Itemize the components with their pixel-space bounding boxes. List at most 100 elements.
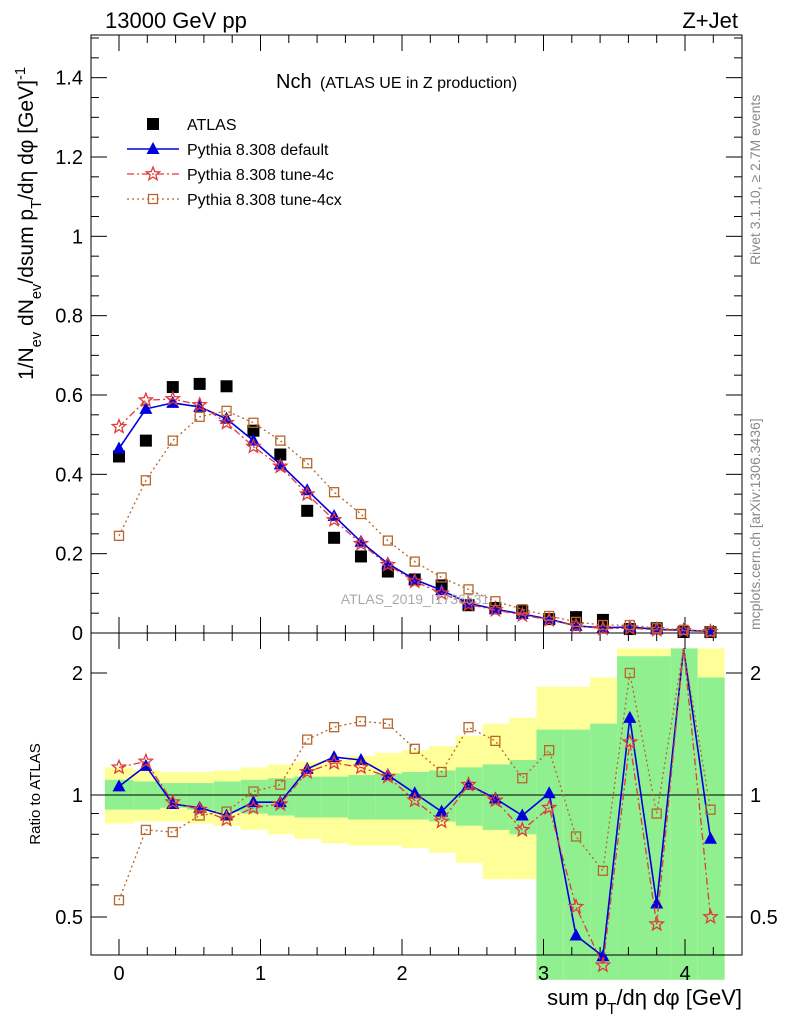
legend-marker-tune4cx [147,193,159,205]
point-atlas [193,377,206,390]
ratio-point-tune4cx [140,824,152,836]
point-tune4cx [517,604,528,615]
ratio-tick-label: 1 [72,785,83,807]
ratio-point-tune4c [460,775,477,792]
y-tick-label: 0.8 [55,306,83,328]
ratio-point-default [650,896,664,909]
ratio-line-tune4cx [118,648,712,901]
ratio-tick-label: 1 [750,785,761,807]
point-tune4cx [140,475,152,486]
ratio-point-tune4cx [167,826,178,838]
point-tune4c [352,535,370,551]
ratio-point-tune4cx [382,718,394,729]
band-green [670,648,698,980]
ratio-series-layer [110,648,719,973]
point-tune4c [298,485,316,502]
ratio-point-default [569,928,583,941]
legend-marker-atlas [147,118,159,130]
y-tick-label: 1.4 [55,68,83,90]
legend-marker-tune4c [144,165,162,182]
data-series-layer [110,377,719,639]
legend-label-default: Pythia 8.308 default [187,142,329,159]
ratio-point-tune4cx [275,779,286,790]
point-atlas [220,380,233,393]
ratio-point-tune4cx [490,735,501,747]
ratio-point-tune4c [513,821,531,838]
point-atlas [166,381,179,394]
ratio-point-tune4cx [355,716,367,727]
point-tune4cx [382,535,394,546]
point-tune4c [218,414,235,430]
point-tune4cx [275,435,286,446]
point-atlas [328,531,341,544]
point-atlas [139,434,152,447]
point-tune4cx [651,623,662,634]
point-tune4cx [678,624,689,635]
ratio-point-tune4c [245,799,262,815]
plot-title-sub: (ATLAS UE in Z production) [320,75,517,92]
ratio-point-tune4cx [624,667,635,679]
x-tick-label: 1 [255,963,266,985]
point-tune4c [433,584,450,601]
point-atlas [247,424,260,437]
y-tick-label: 0.6 [55,385,83,407]
series-line-tune4c [118,398,711,633]
ratio-point-tune4cx [221,806,232,817]
ratio-point-tune4c [702,908,719,925]
ratio-point-tune4c [137,752,155,769]
point-tune4cx [463,584,474,595]
point-tune4c [110,417,128,434]
band-green [563,729,591,980]
x-tick-label: 3 [538,963,549,985]
ratio-tick-label: 0.5 [55,907,83,929]
ratio-point-tune4cx [597,865,609,876]
ratio-point-tune4cx [113,895,125,906]
series-line-tune4cx [118,410,711,633]
band-green [536,729,564,980]
point-tune4cx [544,610,555,622]
ratio-point-tune4cx [705,804,716,815]
ratio-point-tune4c [540,799,558,815]
point-atlas [274,448,287,461]
ratio-point-tune4c [406,791,424,808]
energy-label: 13000 GeV pp [105,8,247,33]
ratio-point-tune4c [433,812,450,829]
watermark: ATLAS_2019_I1736531 [341,591,490,607]
legend-label-tune4cx: Pythia 8.308 tune-4cx [187,192,342,209]
ratio-point-default [515,808,529,821]
ratio-frame [90,632,743,956]
legend-marker-default [146,142,160,154]
point-tune4cx [490,596,501,607]
point-tune4cx [113,530,125,541]
legend: ATLAS Pythia 8.308 default Pythia 8.308 tu… [127,117,342,209]
ratio-point-tune4cx [463,722,474,733]
ratio-point-tune4cx [651,808,662,819]
point-tune4c [191,396,209,413]
point-atlas [301,504,314,517]
process-label: Z+Jet [682,8,738,33]
band-green [294,776,322,818]
point-tune4c [460,595,477,612]
ratio-tick-label: 2 [750,663,761,685]
point-tune4cx [436,572,447,583]
x-tick-label: 4 [679,963,690,985]
point-tune4cx [248,417,259,428]
ratio-point-tune4c [487,791,504,808]
ratio-y-axis-label: Ratio to ATLAS [27,743,44,844]
point-tune4cx [167,435,178,446]
ratio-point-default [623,710,637,723]
ratio-point-tune4c [298,763,316,780]
text-labels: 13000 GeV pp Z+Jet Nch (ATLAS UE in Z pr… [13,8,763,1018]
ratio-point-tune4c [218,810,235,827]
mcplots-label: mcplots.cern.ch [arXiv:1306.3436] [747,418,763,630]
point-tune4cx [624,619,635,631]
ratio-point-default [435,804,449,817]
ratio-point-tune4c [352,758,370,775]
ratio-point-default [112,779,126,792]
rivet-label: Rivet 3.1.10, ≥ 2.7M events [747,95,763,265]
point-tune4cx [409,556,420,567]
y-axis-label: 1/Nev dNev/dsum pT/dη dφ [GeV]-1 [13,67,45,380]
point-default [139,401,153,414]
point-tune4cx [302,458,313,469]
ratio-point-default [542,786,556,799]
